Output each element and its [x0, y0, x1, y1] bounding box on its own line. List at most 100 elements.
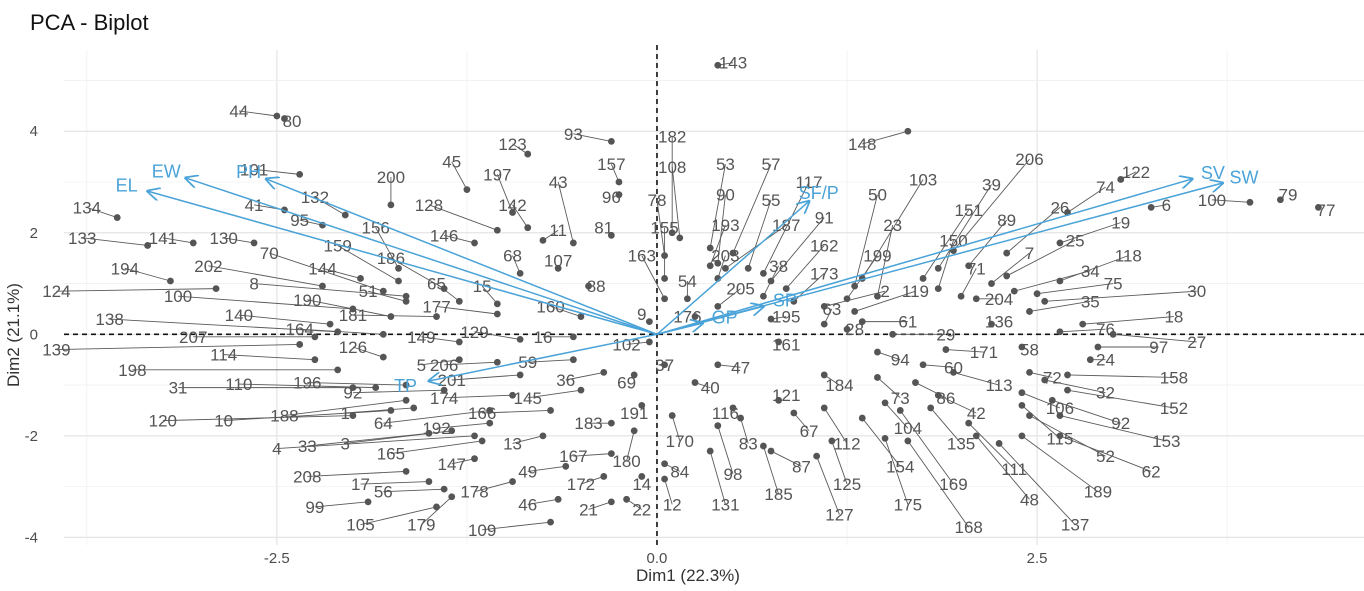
individual-label: 188 [270, 407, 298, 426]
individual-point [767, 315, 775, 323]
individual-point [615, 178, 623, 186]
label-leader-line [1021, 405, 1061, 439]
individual-point [630, 371, 638, 379]
individual-label: 19 [1111, 214, 1130, 233]
label-leader-line [527, 389, 582, 399]
label-leader-line [717, 194, 726, 264]
individual-label: 172 [567, 475, 595, 494]
individual-label: 21 [579, 500, 598, 519]
label-leader-line [740, 417, 749, 444]
individual-label: 156 [362, 219, 390, 238]
individual-label: 116 [712, 404, 739, 423]
individual-label: 81 [594, 219, 613, 238]
individual-label: 29 [936, 325, 955, 344]
label-leader-line [899, 410, 954, 485]
individual-point [661, 460, 668, 468]
label-leader-line [717, 364, 741, 368]
reference-lines [64, 45, 1364, 545]
individual-point [912, 379, 919, 386]
individual-label: 69 [617, 374, 636, 393]
label-leader-line [626, 430, 635, 462]
label-leader-line [709, 224, 726, 266]
individual-point [874, 292, 881, 300]
individual-label: 104 [894, 419, 922, 438]
individual-label: 17 [351, 475, 370, 494]
individual-point [934, 285, 942, 293]
label-leader-line [481, 285, 498, 305]
individual-point [828, 437, 836, 445]
individual-point [440, 386, 448, 394]
label-leader-line [390, 440, 483, 455]
label-leader-line [1044, 379, 1106, 394]
individual-point [341, 211, 349, 219]
individual-label: 31 [169, 379, 188, 398]
individual-label: 158 [1160, 368, 1188, 387]
label-leader-line [884, 438, 909, 505]
individual-point [1117, 176, 1125, 183]
individual-label: 143 [719, 54, 747, 73]
individual-label: 199 [863, 247, 891, 266]
individual-point [775, 396, 783, 404]
individual-label: 54 [678, 272, 697, 291]
label-leader-line [276, 435, 475, 449]
individual-label: 46 [518, 495, 537, 514]
individual-label: 142 [498, 196, 526, 215]
individual-point [607, 450, 615, 458]
label-leader-line [512, 204, 529, 228]
individual-label: 93 [564, 125, 583, 144]
individual-point [250, 239, 258, 247]
individual-label: 59 [518, 353, 537, 372]
individual-point [607, 419, 615, 427]
individual-point [706, 244, 714, 252]
individual-label: 146 [430, 226, 458, 245]
individual-point [988, 280, 995, 287]
individual-point [661, 295, 668, 303]
variable-arrow [656, 201, 809, 335]
individual-label: 111 [1001, 460, 1027, 479]
individual-point [1018, 432, 1026, 440]
individual-point [471, 432, 478, 440]
individual-point [478, 437, 486, 445]
label-leader-line [580, 476, 604, 485]
variable-arrow [429, 333, 658, 381]
individual-label: 70 [260, 244, 279, 263]
individual-label: 140 [225, 306, 253, 325]
individual-label: 203 [711, 247, 739, 266]
individual-label: 194 [111, 259, 139, 278]
individual-point [569, 356, 577, 364]
individual-label: 117 [795, 173, 822, 192]
label-leader-line [1059, 222, 1121, 244]
individual-point [607, 498, 615, 506]
individual-point [1026, 368, 1033, 376]
label-leader-line [762, 445, 780, 495]
individual-label: 33 [298, 437, 317, 456]
label-leader-line [732, 164, 772, 254]
variable-label: SF/P [799, 183, 839, 203]
individual-point [387, 201, 395, 209]
individual-point [334, 366, 342, 374]
individual-label: 44 [229, 102, 248, 121]
individual-label: 127 [825, 506, 853, 525]
individual-label: 165 [377, 445, 405, 464]
individual-label: 122 [1122, 163, 1150, 182]
individual-point [493, 358, 501, 366]
individual-label: 183 [574, 414, 602, 433]
individual-label: 4 [272, 440, 281, 459]
individual-point [1246, 198, 1254, 206]
label-leader-line [56, 288, 217, 292]
individual-label: 171 [970, 343, 998, 362]
label-leader-line [314, 501, 369, 508]
individual-point [760, 292, 767, 300]
individual-label: 144 [308, 259, 336, 278]
individual-point [767, 447, 775, 455]
variable-arrow [656, 179, 1192, 336]
individual-label: 208 [293, 467, 321, 486]
individual-point [395, 264, 402, 272]
individual-label: 139 [42, 341, 70, 360]
individual-label: 90 [716, 186, 735, 205]
individual-label: 14 [632, 475, 651, 494]
individual-label: 169 [939, 475, 967, 494]
label-leader-line [1059, 435, 1152, 472]
individual-label: 47 [731, 358, 750, 377]
